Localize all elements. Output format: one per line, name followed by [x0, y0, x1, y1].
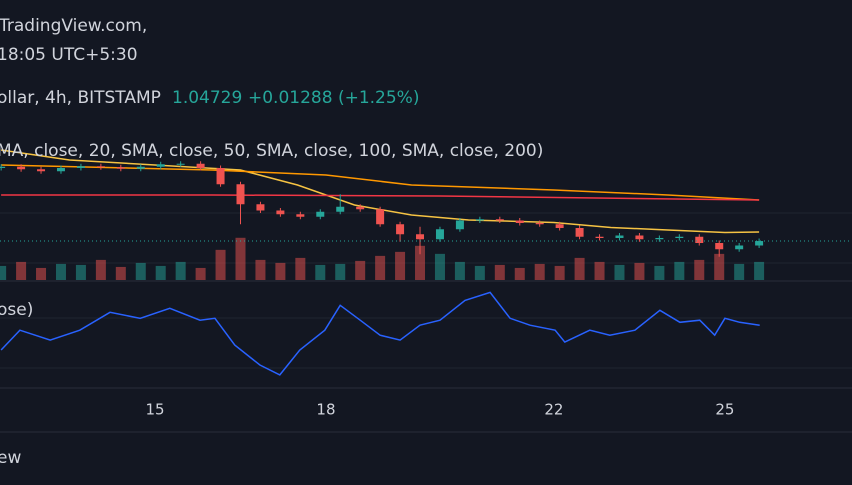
candle-body	[256, 204, 265, 211]
moving-average-line	[1, 164, 760, 201]
candle-body	[156, 164, 165, 167]
candle-body	[655, 238, 664, 240]
candle-body	[76, 166, 85, 168]
volume-bar	[0, 265, 7, 280]
candle-body	[575, 228, 584, 237]
candle-body	[37, 169, 46, 172]
candle-body	[695, 236, 704, 243]
moving-average-line	[1, 194, 760, 201]
candle-body	[176, 163, 185, 165]
volume-bar	[614, 264, 625, 280]
candle-body	[236, 184, 245, 205]
volume-bar	[494, 264, 505, 280]
indicator-legend: MA, close, 20, SMA, close, 50, SMA, clos…	[0, 141, 543, 161]
candle-body	[475, 219, 484, 221]
volume-bar	[36, 267, 47, 280]
volume-bar	[594, 261, 605, 280]
volume-bar	[135, 262, 146, 280]
volume-bar	[634, 262, 645, 280]
volume-bar	[195, 267, 206, 280]
volume-bar	[454, 261, 465, 280]
volume-bar	[335, 263, 346, 280]
candle-body	[735, 245, 744, 250]
candle-body	[216, 168, 225, 185]
source: TradingView.com,	[0, 16, 147, 36]
volume-bar	[654, 265, 665, 280]
candle-body	[416, 234, 425, 240]
last-price: 1.04729	[172, 88, 242, 108]
volume-bar	[95, 259, 106, 280]
candle-body	[396, 224, 405, 235]
candle-body	[715, 243, 724, 250]
candle-body	[595, 236, 604, 238]
symbol: ollar, 4h, BITSTAMP	[0, 88, 161, 108]
footer-text: ew	[0, 448, 21, 468]
x-tick-label: 22	[544, 401, 563, 419]
candle-body	[755, 241, 764, 246]
volume-bar	[694, 259, 705, 280]
candle-body	[675, 236, 684, 238]
candle-body	[316, 211, 325, 217]
plot: 15 18 22 25	[0, 149, 852, 419]
volume-bar	[255, 259, 266, 280]
volume-bar	[734, 263, 745, 280]
volume-bar	[16, 261, 27, 280]
volume-bar	[315, 264, 326, 280]
candle-body	[455, 220, 464, 230]
candle-body	[376, 209, 385, 225]
candle-body	[495, 219, 504, 221]
volume-bar	[514, 267, 525, 280]
candle-body	[56, 168, 65, 172]
volume-bar	[474, 265, 485, 280]
rsi-line	[0, 291, 760, 376]
volume-bar	[534, 263, 545, 280]
volume-bar	[395, 251, 406, 280]
x-tick-label: 15	[145, 401, 164, 419]
candle-body	[0, 166, 6, 168]
volume-bar	[295, 257, 306, 280]
volume-bar	[574, 257, 585, 280]
price-change: +0.01288 (+1.25%)	[248, 88, 419, 108]
volume-bar	[55, 263, 66, 280]
candle-body	[356, 206, 365, 210]
volume-bar	[754, 261, 765, 280]
candle-body	[435, 229, 444, 240]
x-tick-label: 25	[715, 401, 734, 419]
volume-bar	[155, 265, 166, 280]
volume-bar	[415, 245, 426, 280]
candle-body	[96, 166, 105, 168]
candle-body	[276, 210, 285, 215]
candle-body	[136, 166, 145, 169]
volume-bar	[355, 260, 366, 280]
volume-bar	[175, 261, 186, 280]
volume-bar	[434, 253, 445, 280]
candle-body	[296, 214, 305, 217]
rsi-legend: ose)	[0, 300, 33, 320]
volume-bar	[75, 264, 86, 280]
volume-bar	[554, 265, 565, 280]
candle-body	[336, 206, 345, 212]
volume-bar	[235, 237, 246, 280]
volume-bar	[375, 255, 386, 280]
candle-body	[635, 235, 644, 240]
candle-body	[116, 167, 125, 169]
candle-body	[515, 220, 524, 223]
timestamp: 18:05 UTC+5:30	[0, 45, 138, 65]
candle-body	[17, 166, 26, 170]
candle-body	[196, 163, 205, 168]
volume-bar	[674, 261, 685, 280]
candle-body	[615, 235, 624, 238]
volume-bar	[115, 266, 126, 280]
volume-bar	[215, 249, 226, 280]
candle-body	[535, 223, 544, 225]
candle-body	[555, 224, 564, 228]
moving-average-line	[0, 149, 760, 234]
volume-bar	[714, 253, 725, 280]
x-tick-label: 18	[316, 401, 335, 419]
volume-bar	[275, 262, 286, 280]
